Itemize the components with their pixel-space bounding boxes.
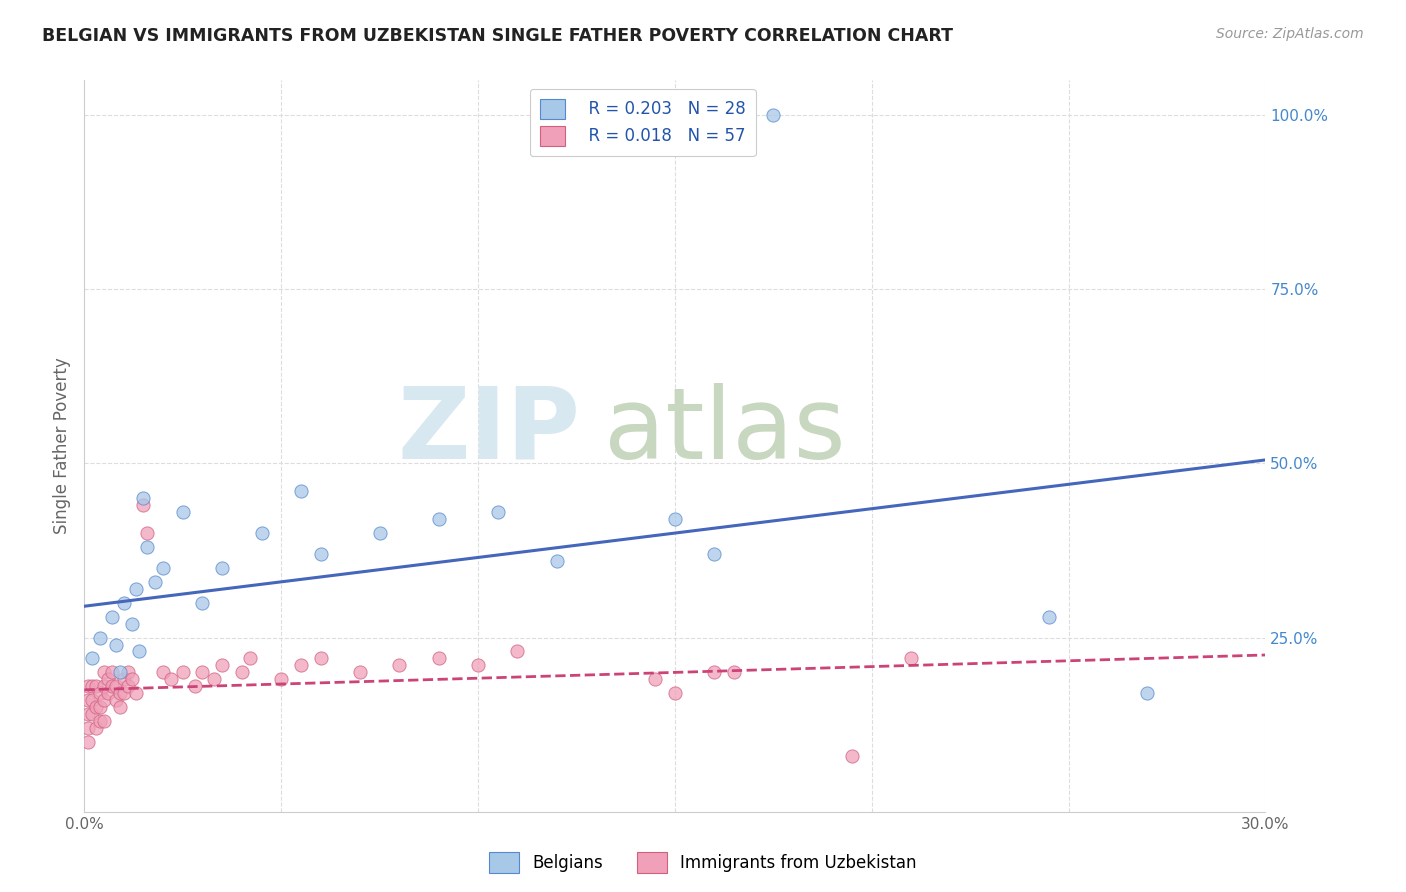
Point <box>77 679 100 693</box>
Y-axis label: Single Father Poverty: Single Father Poverty <box>53 358 72 534</box>
Point <box>82 693 104 707</box>
Point <box>89 714 111 728</box>
Point <box>703 665 725 680</box>
Point <box>117 679 139 693</box>
Point <box>1038 609 1060 624</box>
Point <box>723 665 745 680</box>
Point <box>703 547 725 561</box>
Point <box>143 574 166 589</box>
Point <box>664 686 686 700</box>
Point <box>250 526 273 541</box>
Point <box>211 658 233 673</box>
Point <box>664 512 686 526</box>
Point <box>427 512 450 526</box>
Point <box>183 679 205 693</box>
Point <box>152 561 174 575</box>
Point <box>104 693 127 707</box>
Text: BELGIAN VS IMMIGRANTS FROM UZBEKISTAN SINGLE FATHER POVERTY CORRELATION CHART: BELGIAN VS IMMIGRANTS FROM UZBEKISTAN SI… <box>42 27 953 45</box>
Point <box>97 686 120 700</box>
Point <box>121 616 143 631</box>
Point <box>546 554 568 568</box>
Point <box>89 700 111 714</box>
Point <box>124 582 146 596</box>
Point <box>108 665 131 680</box>
Point <box>841 749 863 764</box>
Point <box>136 526 159 541</box>
Point <box>160 673 183 687</box>
Point <box>486 505 509 519</box>
Point <box>101 665 124 680</box>
Point <box>77 693 100 707</box>
Point <box>349 665 371 680</box>
Point <box>290 658 312 673</box>
Point <box>231 665 253 680</box>
Point <box>136 540 159 554</box>
Point <box>101 679 124 693</box>
Point <box>93 714 115 728</box>
Point <box>82 707 104 722</box>
Point <box>900 651 922 665</box>
Point <box>93 665 115 680</box>
Point <box>108 686 131 700</box>
Point <box>191 596 214 610</box>
Point <box>172 665 194 680</box>
Point <box>506 644 529 658</box>
Point <box>93 693 115 707</box>
Point <box>172 505 194 519</box>
Point <box>202 673 225 687</box>
Point <box>644 673 666 687</box>
Point <box>467 658 489 673</box>
Point <box>112 596 135 610</box>
Point <box>77 707 100 722</box>
Point <box>97 673 120 687</box>
Legend: Belgians, Immigrants from Uzbekistan: Belgians, Immigrants from Uzbekistan <box>482 846 924 880</box>
Point <box>93 679 115 693</box>
Point <box>82 651 104 665</box>
Point <box>84 721 107 735</box>
Text: ZIP: ZIP <box>398 383 581 480</box>
Point <box>270 673 292 687</box>
Point <box>101 609 124 624</box>
Point <box>388 658 411 673</box>
Point <box>104 679 127 693</box>
Point <box>89 631 111 645</box>
Point <box>309 651 332 665</box>
Point <box>191 665 214 680</box>
Point <box>84 700 107 714</box>
Point <box>89 686 111 700</box>
Point <box>1136 686 1159 700</box>
Point <box>112 686 135 700</box>
Point <box>132 491 155 506</box>
Text: atlas: atlas <box>605 383 845 480</box>
Point <box>124 686 146 700</box>
Point <box>84 679 107 693</box>
Point <box>121 673 143 687</box>
Point <box>77 735 100 749</box>
Point <box>112 673 135 687</box>
Point <box>239 651 262 665</box>
Point <box>104 638 127 652</box>
Text: Source: ZipAtlas.com: Source: ZipAtlas.com <box>1216 27 1364 41</box>
Point <box>132 498 155 512</box>
Point <box>152 665 174 680</box>
Point <box>82 679 104 693</box>
Point <box>762 108 785 122</box>
Point <box>117 665 139 680</box>
Point <box>128 644 150 658</box>
Point <box>108 700 131 714</box>
Point <box>77 721 100 735</box>
Point <box>427 651 450 665</box>
Point <box>368 526 391 541</box>
Point <box>309 547 332 561</box>
Legend:   R = 0.203   N = 28,   R = 0.018   N = 57: R = 0.203 N = 28, R = 0.018 N = 57 <box>530 88 756 156</box>
Point <box>290 484 312 499</box>
Point <box>211 561 233 575</box>
